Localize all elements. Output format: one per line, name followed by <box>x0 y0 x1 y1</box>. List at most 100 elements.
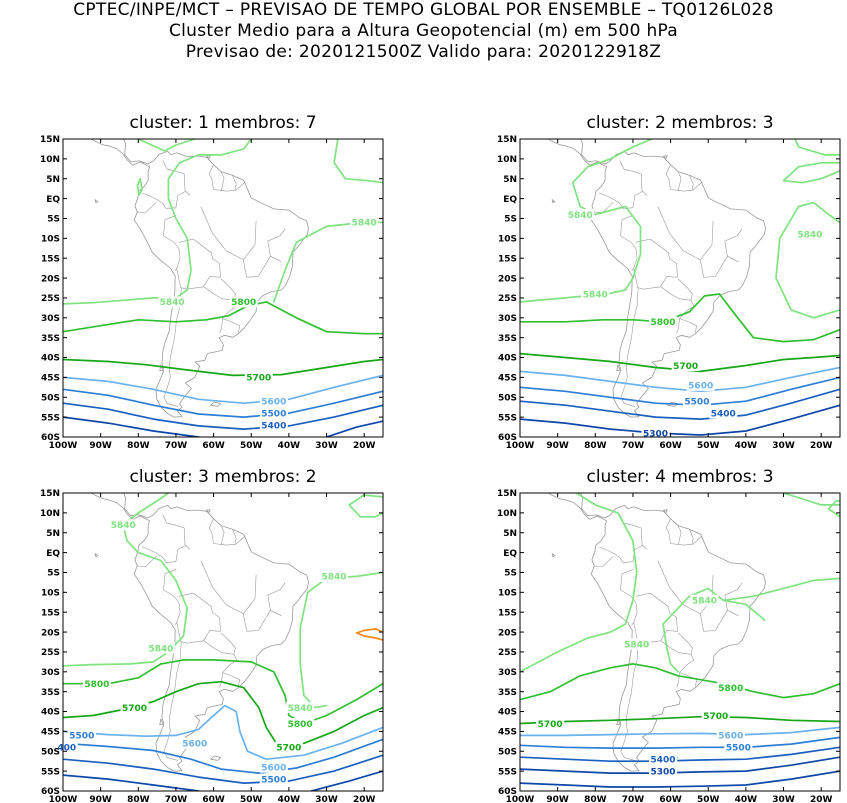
x-tick-label: 20W <box>353 795 376 803</box>
y-tick-label: 10S <box>41 235 60 245</box>
contour-label-bg <box>709 407 738 419</box>
y-tick-label: 30S <box>498 314 517 324</box>
country-border <box>162 514 191 550</box>
contour-label: 5800 <box>718 684 743 694</box>
country-border <box>657 206 714 261</box>
country-border <box>141 545 186 563</box>
coastline <box>616 364 621 371</box>
y-tick-label: 60S <box>41 787 60 797</box>
coastline <box>551 199 556 203</box>
contour-label-bg <box>286 702 315 714</box>
contour-c5840 <box>63 493 189 667</box>
y-tick-label: 15S <box>498 254 517 264</box>
contour-label-bg <box>536 717 565 729</box>
country-border <box>222 672 240 687</box>
y-tick-label: 5S <box>504 569 517 579</box>
country-border <box>665 518 703 546</box>
x-tick-label: 90W <box>89 795 112 803</box>
country-border <box>222 318 240 333</box>
x-tick-label: 90W <box>546 795 569 803</box>
country-border <box>219 654 238 688</box>
contour-label: 5800 <box>84 680 109 690</box>
country-border <box>220 171 225 192</box>
y-tick-label: 5S <box>47 569 60 579</box>
coastline <box>159 718 164 725</box>
coastline <box>551 553 556 557</box>
x-tick-label: 40W <box>278 441 301 451</box>
contour-c5800 <box>520 293 840 343</box>
country-border <box>677 171 682 192</box>
contour-label-bg <box>350 216 379 228</box>
country-border <box>660 278 693 301</box>
contour-label-bg <box>690 594 719 606</box>
coastline <box>210 755 222 761</box>
y-tick-label: 60S <box>498 787 517 797</box>
contour-label: 5500 <box>726 744 751 754</box>
panel-4-title: cluster: 4 membros: 3 <box>586 467 774 487</box>
contour-c5800 <box>63 301 383 335</box>
y-tick-label: 5N <box>46 529 60 539</box>
x-tick-label: 80W <box>127 795 150 803</box>
contour-c5500 <box>520 376 840 407</box>
y-tick-label: EQ <box>46 195 60 205</box>
contour-label-bg <box>259 395 288 407</box>
contour-c5300 <box>325 420 383 437</box>
x-tick-label: 70W <box>622 441 645 451</box>
x-tick-label: 50W <box>240 795 263 803</box>
contour-label-bg <box>180 737 209 749</box>
contour-c5840 <box>782 493 840 506</box>
y-tick-label: 50S <box>41 747 60 757</box>
coastline <box>663 509 668 513</box>
plot-frame <box>62 138 384 438</box>
country-border <box>176 592 221 644</box>
contour-c5840 <box>662 623 679 673</box>
x-tick-label: 90W <box>546 441 569 451</box>
y-tick-label: 15N <box>497 489 517 499</box>
x-tick-label: 80W <box>584 795 607 803</box>
panel-1-title: cluster: 1 membros: 7 <box>129 113 317 133</box>
contour-label-bg <box>274 741 303 753</box>
contour-c5600 <box>520 366 840 393</box>
contour-label-bg <box>55 741 78 753</box>
contour-label: 5700 <box>673 362 698 372</box>
contour-label: 5300 <box>643 429 668 439</box>
contour-label-bg <box>120 702 149 714</box>
contour-c5840 <box>272 221 383 303</box>
x-tick-label: 30W <box>315 441 338 451</box>
plot-frame <box>62 492 384 792</box>
contour-label: 5600 <box>718 732 743 742</box>
y-tick-label: 20S <box>41 628 60 638</box>
header-line-2: Cluster Medio para a Altura Geopotencial… <box>168 21 679 41</box>
y-tick-label: 5S <box>504 215 517 225</box>
contour-label-bg <box>649 753 678 765</box>
country-border <box>200 206 257 261</box>
contour-label: 5840 <box>160 298 185 308</box>
x-tick-label: 60W <box>659 441 682 451</box>
y-tick-label: 45S <box>41 728 60 738</box>
x-tick-label: 60W <box>202 441 225 451</box>
plot-frame <box>519 138 841 438</box>
coastline <box>94 553 99 557</box>
contour-c5600 <box>520 726 840 737</box>
contour-label-bg <box>146 642 175 654</box>
country-border <box>679 672 697 687</box>
country-border <box>200 560 257 615</box>
x-tick-label: 50W <box>697 795 720 803</box>
contour-label: 5700 <box>538 720 563 730</box>
x-tick-label: 60W <box>202 795 225 803</box>
contour-label: 5840 <box>583 290 608 300</box>
x-tick-label: 80W <box>127 441 150 451</box>
y-tick-label: 25S <box>41 294 60 304</box>
contour-label-bg <box>581 288 610 300</box>
contour-label: 5840 <box>352 219 377 229</box>
x-tick-label: 40W <box>735 441 758 451</box>
contour-c5840 <box>782 161 840 184</box>
y-tick-label: 10S <box>498 589 517 599</box>
contour-label: 5600 <box>182 740 207 750</box>
contour-label-bg <box>716 729 745 741</box>
contour-label: 5840 <box>568 211 593 221</box>
country-border <box>267 228 286 257</box>
country-border <box>598 191 643 209</box>
y-tick-label: 45S <box>41 374 60 384</box>
